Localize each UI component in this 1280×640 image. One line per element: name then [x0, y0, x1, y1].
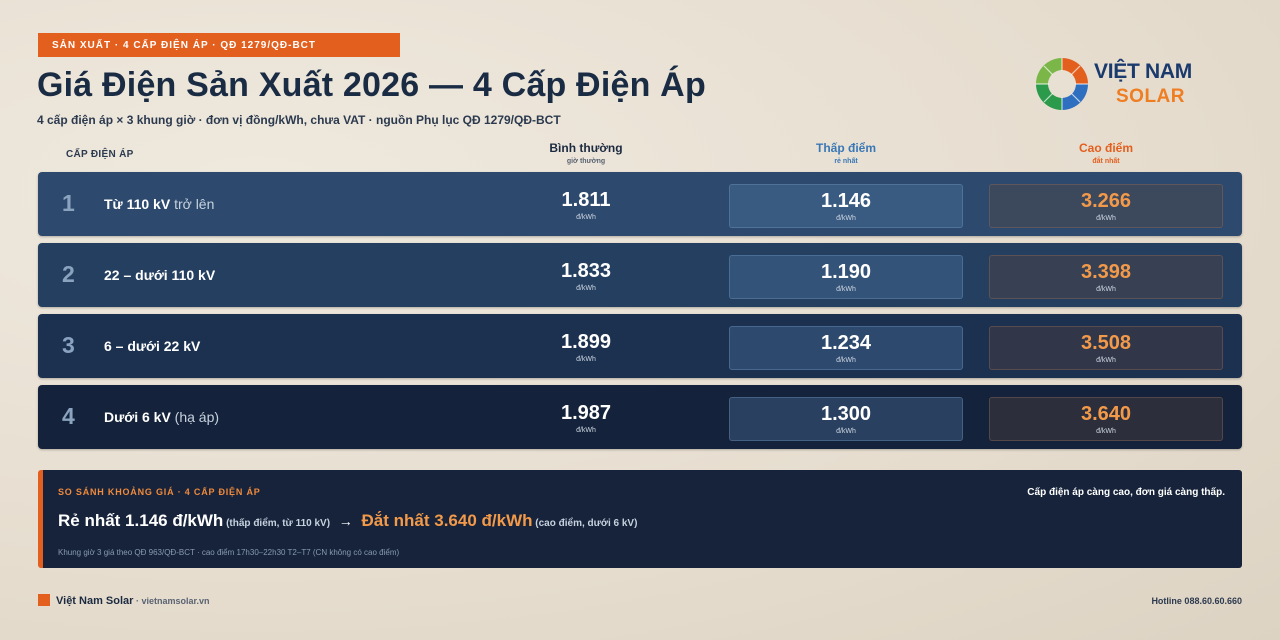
peak-price-cell: 3.398 đ/kWh	[989, 255, 1223, 299]
footer-brand: Việt Nam Solar · vietnamsolar.vn	[38, 594, 209, 607]
normal-price-cell: 1.833 đ/kWh	[560, 260, 612, 292]
comparison-tag: SO SÁNH KHOẢNG GIÁ · 4 CẤP ĐIỆN ÁP	[58, 487, 261, 497]
cheapest-note: (thấp điểm, từ 110 kV)	[223, 518, 331, 529]
comparison-line: Rẻ nhất 1.146 đ/kWh (thấp điểm, từ 110 k…	[58, 511, 637, 531]
row-label: Dưới 6 kV (hạ áp)	[104, 409, 220, 425]
row-label: Từ 110 kV trở lên	[104, 196, 215, 212]
normal-price-cell: 1.899 đ/kWh	[560, 331, 612, 363]
most-expensive-price: Đắt nhất 3.640 đ/kWh	[361, 511, 533, 530]
arrow-right-icon: →	[338, 513, 353, 529]
comparison-panel: SO SÁNH KHOẢNG GIÁ · 4 CẤP ĐIỆN ÁP Cấp đ…	[38, 470, 1242, 568]
peak-price-cell: 3.640 đ/kWh	[989, 397, 1223, 441]
peak-header-sub: đắt nhất	[1092, 158, 1120, 165]
row-number: 3	[62, 332, 75, 358]
row-number: 2	[62, 261, 75, 287]
page-title: Giá Điện Sản Xuất 2026 — 4 Cấp Điện Áp	[37, 66, 706, 104]
comparison-note: Cấp điện áp càng cao, đơn giá càng thấp.	[1027, 487, 1225, 498]
table-row: 1 Từ 110 kV trở lên 1.811 đ/kWh 1.146 đ/kW…	[38, 172, 1242, 236]
low-header-title: Thấp điểm	[815, 141, 876, 155]
low-price-cell: 1.146 đ/kWh	[729, 184, 963, 228]
solar-logo-icon	[1036, 58, 1088, 110]
header-tag: SẢN XUẤT · 4 CẤP ĐIỆN ÁP · QĐ 1279/QĐ-BC…	[38, 33, 400, 57]
table-row: 2 22 – dưới 110 kV 1.833 đ/kWh 1.190 đ/kWh…	[38, 243, 1242, 307]
footer-site-link[interactable]: · vietnamsolar.vn	[133, 596, 210, 606]
normal-column-header: Bình thường giờ thường	[469, 141, 703, 165]
most-expensive-note: (cao điểm, dưới 6 kV)	[532, 518, 638, 529]
low-price-cell: 1.190 đ/kWh	[729, 255, 963, 299]
comparison-footnote: Khung giờ 3 giá theo QĐ 963/QĐ-BCT · cao…	[58, 548, 400, 557]
row-label: 22 – dưới 110 kV	[104, 267, 216, 283]
low-price-cell: 1.234 đ/kWh	[729, 326, 963, 370]
normal-price-cell: 1.987 đ/kWh	[560, 402, 612, 434]
footer-hotline: Hotline 088.60.60.660	[1151, 596, 1242, 606]
row-number: 1	[62, 190, 75, 216]
level-column-header: CẤP ĐIỆN ÁP	[66, 149, 134, 160]
table-row: 4 Dưới 6 kV (hạ áp) 1.987 đ/kWh 1.300 đ/kW…	[38, 385, 1242, 449]
row-number: 4	[62, 403, 75, 429]
cheapest-price: Rẻ nhất 1.146 đ/kWh	[58, 511, 224, 530]
logo-text-vietnam: VIỆT NAM	[1094, 60, 1192, 83]
normal-header-title: Bình thường	[549, 141, 623, 155]
normal-header-sub: giờ thường	[566, 158, 606, 165]
table-row: 3 6 – dưới 22 kV 1.899 đ/kWh 1.234 đ/kWh 3…	[38, 314, 1242, 378]
peak-column-header: Cao điểm đắt nhất	[989, 141, 1223, 165]
row-label: 6 – dưới 22 kV	[104, 338, 201, 354]
peak-price-cell: 3.508 đ/kWh	[989, 326, 1223, 370]
peak-header-title: Cao điểm	[1078, 141, 1133, 155]
page-subtitle: 4 cấp điện áp × 3 khung giờ · đơn vị đồn…	[37, 113, 561, 127]
low-column-header: Thấp điểm rẻ nhất	[729, 141, 963, 165]
low-header-sub: rẻ nhất	[834, 158, 858, 165]
logo-text-solar: SOLAR	[1116, 86, 1185, 107]
brand-square-icon	[38, 594, 50, 606]
footer-brand-name: Việt Nam Solar	[56, 595, 134, 607]
normal-price-cell: 1.811 đ/kWh	[561, 189, 611, 221]
brand-logo: VIỆT NAM SOLAR	[1032, 52, 1232, 116]
low-price-cell: 1.300 đ/kWh	[729, 397, 963, 441]
peak-price-cell: 3.266 đ/kWh	[989, 184, 1223, 228]
